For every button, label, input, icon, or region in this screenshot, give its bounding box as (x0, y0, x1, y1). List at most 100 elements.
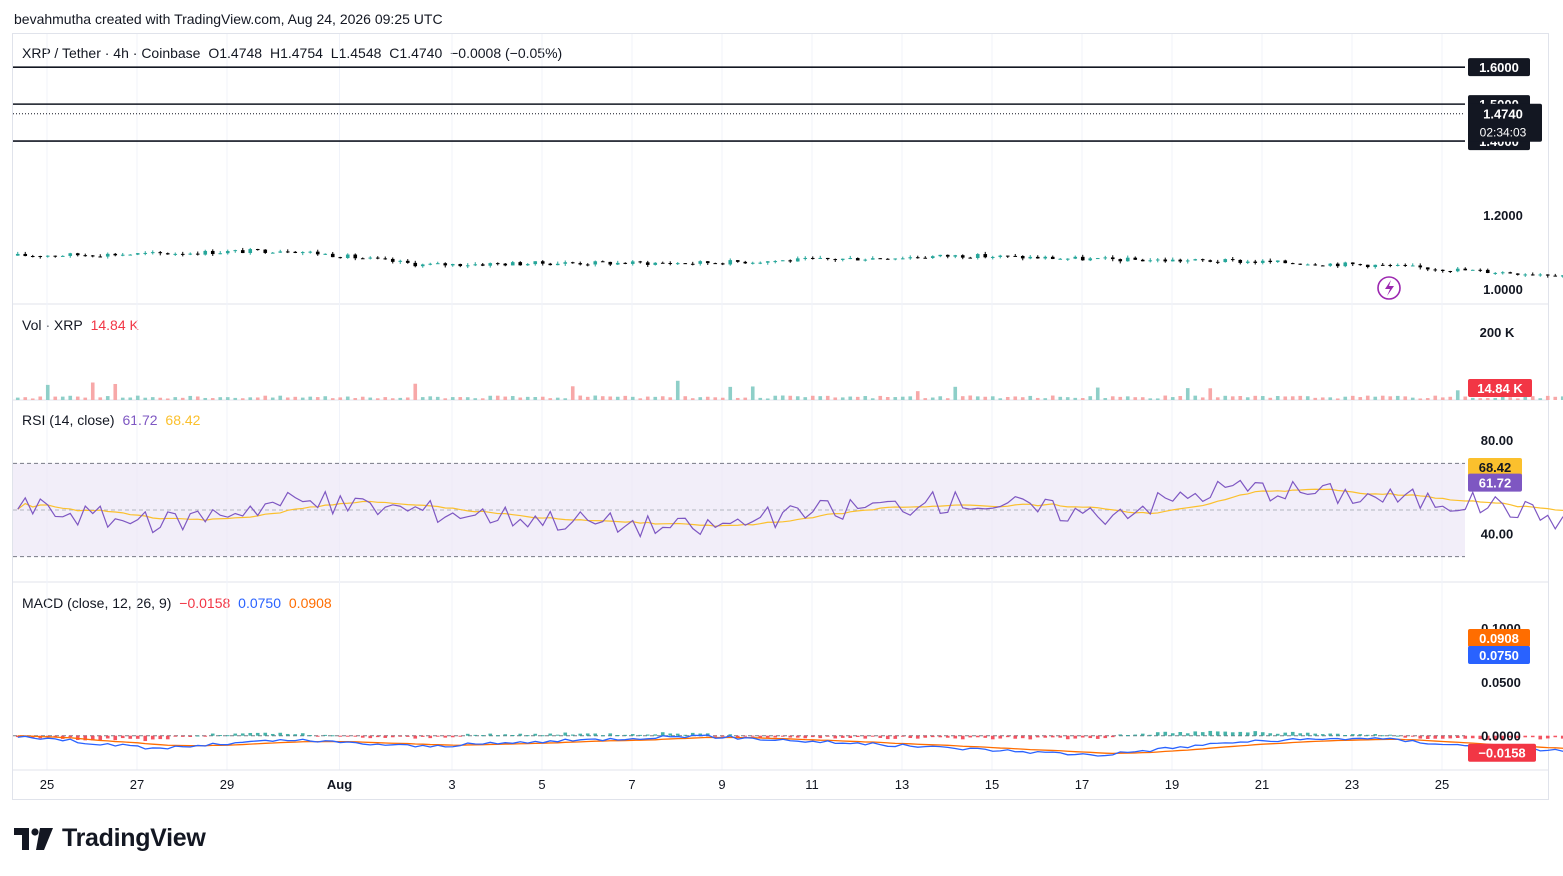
macd-histogram-bar (765, 735, 770, 738)
macd-histogram-bar (1245, 732, 1250, 736)
volume-bar (1463, 396, 1468, 400)
macd-histogram-bar (98, 735, 103, 741)
macd-histogram-bar (1013, 735, 1018, 739)
candle-body (1253, 261, 1258, 263)
macd-hist-current-label: −0.0158 (1478, 746, 1525, 761)
volume-bar (1170, 397, 1175, 400)
volume-bar (225, 397, 230, 400)
macd-histogram-bar (998, 735, 1003, 739)
candle-body (780, 260, 785, 262)
lightning-glyph (1385, 280, 1394, 296)
volume-bar (1493, 397, 1498, 400)
macd-histogram-bar (683, 734, 688, 736)
candle-body (668, 263, 673, 265)
volume-bar (623, 395, 628, 400)
rsi-legend: RSI (14, close) 61.72 68.42 (22, 412, 204, 428)
macd-histogram-bar (1485, 735, 1490, 740)
chart-byline: bevahmutha created with TradingView.com,… (14, 11, 443, 27)
macd-histogram-bar (1493, 735, 1498, 740)
macd-histogram-bar (248, 732, 253, 736)
candle-body (308, 251, 313, 253)
candle-body (923, 257, 928, 259)
macd-histogram-bar (465, 733, 470, 736)
candle-body (1373, 264, 1378, 268)
candle-body (390, 258, 395, 262)
volume-bar (143, 397, 148, 400)
bar-countdown-label: 02:34:03 (1480, 126, 1527, 140)
volume-bar (698, 397, 703, 400)
candle-body (1020, 255, 1025, 259)
time-axis-label: 25 (1435, 777, 1449, 792)
candle-body (285, 251, 290, 253)
macd-histogram-bar (1073, 735, 1078, 739)
rsi-axis-label: 40.00 (1481, 526, 1514, 541)
macd-histogram-bar (593, 733, 598, 736)
candle-body (1140, 259, 1145, 262)
macd-histogram-bar (1373, 733, 1378, 736)
candle-body (548, 263, 553, 266)
candle-body (1133, 257, 1138, 260)
candle-body (563, 262, 568, 264)
volume-bar (60, 396, 65, 400)
macd-histogram-bar (128, 735, 133, 739)
volume-bar (315, 397, 320, 400)
candle-body (825, 257, 830, 260)
macd-hist-value: −0.0158 (179, 595, 231, 611)
volume-bar (165, 398, 170, 400)
volume-bar (915, 391, 920, 400)
candle-body (1088, 258, 1093, 261)
rsi-ma-current-label: 68.42 (1479, 460, 1512, 475)
macd-current-tag (1468, 645, 1530, 664)
candle-body (720, 263, 725, 265)
volume-bar (1238, 395, 1243, 400)
macd-label[interactable]: MACD (close, 12, 26, 9) (22, 595, 172, 611)
macd-histogram-bar (165, 735, 170, 740)
macd-current-label: 0.0750 (1479, 648, 1519, 663)
candle-body (90, 255, 95, 257)
volume-bar (188, 395, 193, 400)
candle-body (1523, 274, 1528, 276)
volume-bar (900, 396, 905, 400)
volume-bar (615, 396, 620, 400)
volume-bar (570, 386, 575, 400)
rsi-current-tag (1468, 473, 1522, 492)
macd-histogram-bar (1410, 735, 1415, 737)
candle-body (975, 254, 980, 259)
candle-body (1553, 275, 1558, 277)
candle-body (735, 260, 740, 262)
macd-histogram-bar (1148, 734, 1153, 736)
volume-bar (1395, 395, 1400, 400)
tradingview-logo[interactable]: TradingView (14, 824, 206, 853)
macd-histogram-bar (1118, 734, 1123, 736)
macd-legend: MACD (close, 12, 26, 9) −0.0158 0.0750 0… (22, 595, 336, 611)
candle-body (465, 265, 470, 267)
candle-body (143, 252, 148, 254)
macd-histogram-bar (1418, 735, 1423, 739)
candle-body (795, 258, 800, 262)
volume-bar (1365, 395, 1370, 400)
tradingview-wordmark: TradingView (62, 824, 206, 852)
rsi-ma-value: 68.42 (165, 412, 201, 428)
candle-body (383, 258, 388, 260)
macd-histogram-bar (1253, 731, 1258, 736)
time-axis-label: Aug (327, 777, 352, 792)
candle-body (908, 257, 913, 259)
macd-histogram-bar (930, 735, 935, 738)
volume-bar (855, 396, 860, 400)
macd-histogram-bar (728, 734, 733, 736)
candle-body (488, 263, 493, 266)
candle-body (1200, 259, 1205, 261)
candle-body (653, 262, 658, 265)
symbol-label[interactable]: XRP / Tether · 4h · Coinbase (22, 45, 201, 61)
macd-histogram-bar (645, 734, 650, 736)
macd-histogram-bar (1403, 735, 1408, 738)
macd-histogram-bar (1058, 735, 1063, 738)
rsi-label[interactable]: RSI (14, close) (22, 412, 115, 428)
macd-histogram-bar (218, 735, 223, 737)
volume-label[interactable]: Vol · XRP (22, 317, 83, 333)
candle-body (533, 261, 538, 265)
candle-body (1035, 256, 1040, 259)
candle-body (338, 257, 343, 259)
candle-body (570, 262, 575, 264)
